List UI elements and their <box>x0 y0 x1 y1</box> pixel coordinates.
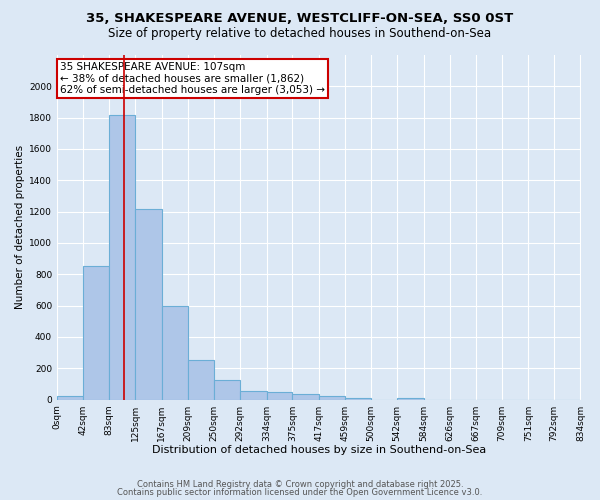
Bar <box>188 360 214 400</box>
Y-axis label: Number of detached properties: Number of detached properties <box>15 145 25 310</box>
Bar <box>319 396 345 400</box>
Text: 35 SHAKESPEARE AVENUE: 107sqm
← 38% of detached houses are smaller (1,862)
62% o: 35 SHAKESPEARE AVENUE: 107sqm ← 38% of d… <box>60 62 325 95</box>
Bar <box>292 394 319 400</box>
Bar <box>57 396 83 400</box>
Bar <box>345 398 371 400</box>
Text: 35, SHAKESPEARE AVENUE, WESTCLIFF-ON-SEA, SS0 0ST: 35, SHAKESPEARE AVENUE, WESTCLIFF-ON-SEA… <box>86 12 514 26</box>
Bar <box>136 208 162 400</box>
Bar <box>266 392 292 400</box>
Bar <box>83 266 109 400</box>
Text: Contains HM Land Registry data © Crown copyright and database right 2025.: Contains HM Land Registry data © Crown c… <box>137 480 463 489</box>
Bar <box>397 398 424 400</box>
Text: Size of property relative to detached houses in Southend-on-Sea: Size of property relative to detached ho… <box>109 28 491 40</box>
Bar <box>214 380 241 400</box>
Bar <box>109 114 136 400</box>
X-axis label: Distribution of detached houses by size in Southend-on-Sea: Distribution of detached houses by size … <box>152 445 486 455</box>
Text: Contains public sector information licensed under the Open Government Licence v3: Contains public sector information licen… <box>118 488 482 497</box>
Bar <box>162 306 188 400</box>
Bar <box>241 391 266 400</box>
